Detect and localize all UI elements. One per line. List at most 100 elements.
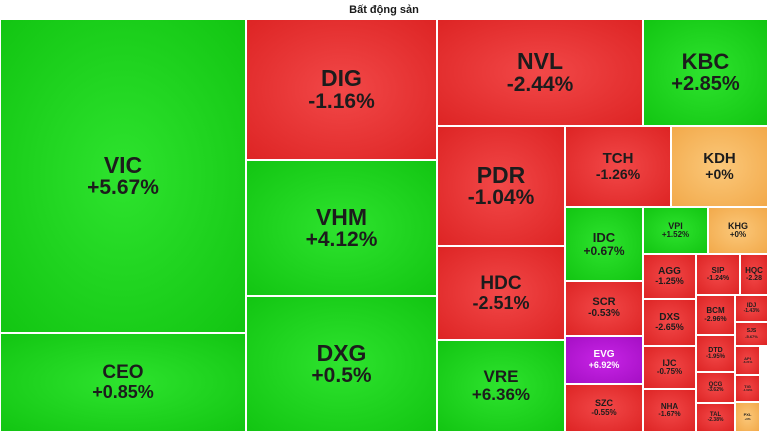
tile-symbol: VHM [315,203,368,230]
tile-idc[interactable]: IDC +0.67% [565,207,643,281]
tile-tch[interactable]: TCH -1.26% [565,126,671,207]
tile-evg[interactable]: EVG +6.92% [565,336,643,384]
tile-vre[interactable]: VRE +6.36% [437,340,565,432]
tile-symbol: PXL [743,412,752,418]
tile-dxs[interactable]: DXS -2.65% [643,299,696,346]
tile-symbol: PDR [476,161,526,188]
tile-symbol: SIP [711,265,725,275]
tile-dxg[interactable]: DXG +0.5% [246,296,437,432]
tile-symbol: TIG [744,383,751,389]
tile-bcm[interactable]: BCM -2.96% [696,295,735,335]
tile-idj[interactable]: IDJ -1.43% [735,295,768,322]
tile-sjs[interactable]: SJS -5.67% [735,322,768,346]
tile-ceo[interactable]: CEO +0.85% [0,333,246,432]
tile-agg[interactable]: AGG -1.25% [643,254,696,299]
tile-change: -1.95% [705,354,725,361]
tile-change: -3.62% [707,387,724,394]
tile-khg[interactable]: KHG +0% [708,207,768,254]
tile-pxl[interactable]: PXL +0% [735,402,760,432]
tile-change: -0.75% [656,367,683,377]
tile-symbol: HDC [480,272,522,294]
tile-symbol: API [744,355,751,361]
tile-change: +0.85% [92,382,154,403]
tile-symbol: DXS [659,311,680,323]
tile-symbol: AGG [658,265,681,277]
tile-change: +0.67% [583,243,625,258]
tile-change: -2.44% [506,72,574,96]
tile-change: -5.67% [745,333,758,339]
tile-change: -1.25% [655,276,684,287]
tile-symbol: SCR [592,296,616,309]
tile-ijc[interactable]: IJC -0.75% [643,346,696,389]
tile-hqc[interactable]: HQC -2.28 [740,254,768,295]
tile-change: +6.92% [588,359,620,370]
tile-symbol: KBC [681,49,730,75]
tile-change: +0.5% [311,364,372,388]
chart-title: Bất động sản [349,3,419,16]
tile-vhm[interactable]: VHM +4.12% [246,160,437,296]
tile-symbol: QCG [708,381,723,388]
tile-change: +5.67% [87,176,159,200]
tile-symbol: DTD [708,346,723,354]
tile-kbc[interactable]: KBC +2.85% [643,19,768,126]
tile-change: -6.21% [742,360,753,365]
tile-change: -1.67% [658,411,681,419]
tile-tig[interactable]: TIG -1.69% [735,375,760,402]
tile-change: +0% [744,416,751,421]
tile-symbol: TCH [602,150,634,168]
tile-symbol: TAL [709,411,722,418]
tile-symbol: NHA [660,401,679,411]
tile-change: -2.96% [704,315,727,323]
tile-change: -2.51% [472,292,530,313]
tile-symbol: IJC [662,357,677,368]
tile-change: -0.53% [588,308,620,320]
tile-change: +0% [729,230,747,240]
tile-dig[interactable]: DIG -1.16% [246,19,437,160]
chart-header: Bất động sản [0,0,768,19]
tile-kdh[interactable]: KDH +0% [671,126,768,207]
tile-change: -2.28 [746,275,762,283]
tile-change: -1.04% [467,186,535,210]
tile-symbol: DXG [316,339,367,366]
tile-symbol: SJS [746,328,757,335]
tile-sip[interactable]: SIP -1.24% [696,254,740,295]
tile-change: +2.85% [671,72,740,95]
tile-nvl[interactable]: NVL -2.44% [437,19,643,126]
tile-change: -2.65% [655,322,684,333]
tile-change: -0.55% [591,407,617,417]
tile-symbol: IDC [592,229,616,245]
treemap: VIC +5.67% CEO +0.85% DIG -1.16% VHM +4.12% DXG +… [0,19,768,432]
tile-symbol: VIC [103,151,143,178]
tile-qcg[interactable]: QCG -3.62% [696,372,735,403]
tile-dtd[interactable]: DTD -1.95% [696,335,735,372]
tile-tal[interactable]: TAL -2.38% [696,403,735,432]
tile-api[interactable]: API -6.21% [735,346,760,375]
tile-symbol: VRE [483,367,519,387]
tile-change: -1.69% [742,388,753,393]
tile-change: +1.52% [661,230,690,240]
tile-symbol: VPI [668,220,683,231]
tile-symbol: BCM [706,306,725,316]
tile-symbol: KDH [703,150,736,168]
tile-pdr[interactable]: PDR -1.04% [437,126,565,246]
tile-vpi[interactable]: VPI +1.52% [643,207,708,254]
tile-change: -1.26% [595,166,641,183]
tile-change: -1.24% [706,275,730,283]
tile-change: -1.16% [308,89,375,113]
tile-szc[interactable]: SZC -0.55% [565,384,643,432]
tile-hdc[interactable]: HDC -2.51% [437,246,565,340]
tile-change: -2.38% [707,417,724,424]
tile-vic[interactable]: VIC +5.67% [0,19,246,333]
tile-symbol: CEO [102,362,144,384]
tile-scr[interactable]: SCR -0.53% [565,281,643,336]
tile-symbol: NVL [517,48,563,75]
tile-symbol: HQC [745,265,763,275]
tile-symbol: EVG [593,349,615,361]
tile-symbol: SZC [595,398,613,409]
tile-symbol: KHG [728,220,748,231]
tile-change: +6.36% [471,385,531,404]
tile-symbol: DIG [321,65,362,92]
tile-symbol: IDJ [746,302,757,309]
tile-nha[interactable]: NHA -1.67% [643,389,696,432]
tile-change: +4.12% [305,228,378,252]
